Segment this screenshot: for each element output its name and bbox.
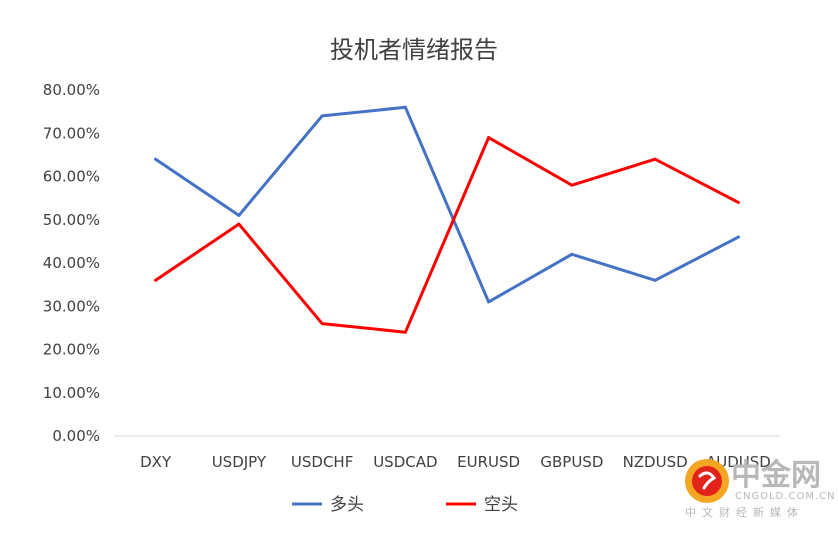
watermark: 中金网 CNGOLD.COM.CN 中文财经新媒体	[685, 458, 836, 519]
legend-label: 多头	[330, 495, 364, 515]
y-tick-label: 0.00%	[52, 427, 100, 445]
y-tick-label: 10.00%	[43, 384, 100, 402]
y-tick-label: 60.00%	[43, 168, 100, 186]
x-tick-label: NZDUSD	[623, 453, 688, 471]
legend-label: 空头	[484, 495, 518, 515]
data-point	[487, 300, 491, 304]
x-tick-label: DXY	[140, 453, 172, 471]
data-point	[403, 330, 407, 334]
data-point	[154, 278, 158, 282]
data-point	[237, 213, 241, 217]
x-tick-label: EURUSD	[457, 453, 520, 471]
x-tick-label: GBPUSD	[540, 453, 603, 471]
data-point	[653, 278, 657, 282]
y-tick-label: 80.00%	[43, 81, 100, 99]
x-axis-ticks: DXY USDJPY USDCHF USDCAD EURUSD GBPUSD NZDUSD A…	[140, 453, 771, 471]
data-point	[237, 222, 241, 226]
data-point	[736, 200, 740, 204]
cngold-logo-icon	[685, 459, 729, 503]
series-line-0	[154, 105, 740, 304]
y-tick-label: 50.00%	[43, 211, 100, 229]
series-group	[154, 105, 740, 334]
data-point	[736, 235, 740, 239]
watermark-brand: 中金网	[731, 458, 821, 493]
data-point	[154, 157, 158, 161]
logo-inner-circle	[692, 466, 722, 496]
y-tick-label: 40.00%	[43, 254, 100, 272]
x-tick-label: USDJPY	[212, 453, 267, 471]
data-point	[487, 136, 491, 140]
data-point	[570, 183, 574, 187]
chart-title: 投机者情绪报告	[330, 36, 498, 64]
watermark-tagline: 中文财经新媒体	[685, 505, 804, 519]
data-point	[570, 252, 574, 256]
logo-swirl	[698, 471, 717, 490]
x-tick-label: USDCAD	[373, 453, 437, 471]
legend: 多头 空头	[292, 495, 518, 515]
data-point	[403, 105, 407, 109]
y-tick-label: 30.00%	[43, 297, 100, 315]
watermark-url: CNGOLD.COM.CN	[735, 491, 836, 502]
y-tick-label: 70.00%	[43, 124, 100, 142]
data-point	[320, 114, 324, 118]
data-point	[653, 157, 657, 161]
y-tick-label: 20.00%	[43, 341, 100, 359]
data-point	[320, 322, 324, 326]
y-axis-ticks: 0.00% 10.00% 20.00% 30.00% 40.00% 50.00% 60.00…	[43, 81, 100, 445]
series-line-1	[154, 136, 740, 334]
x-tick-label: USDCHF	[291, 453, 353, 471]
